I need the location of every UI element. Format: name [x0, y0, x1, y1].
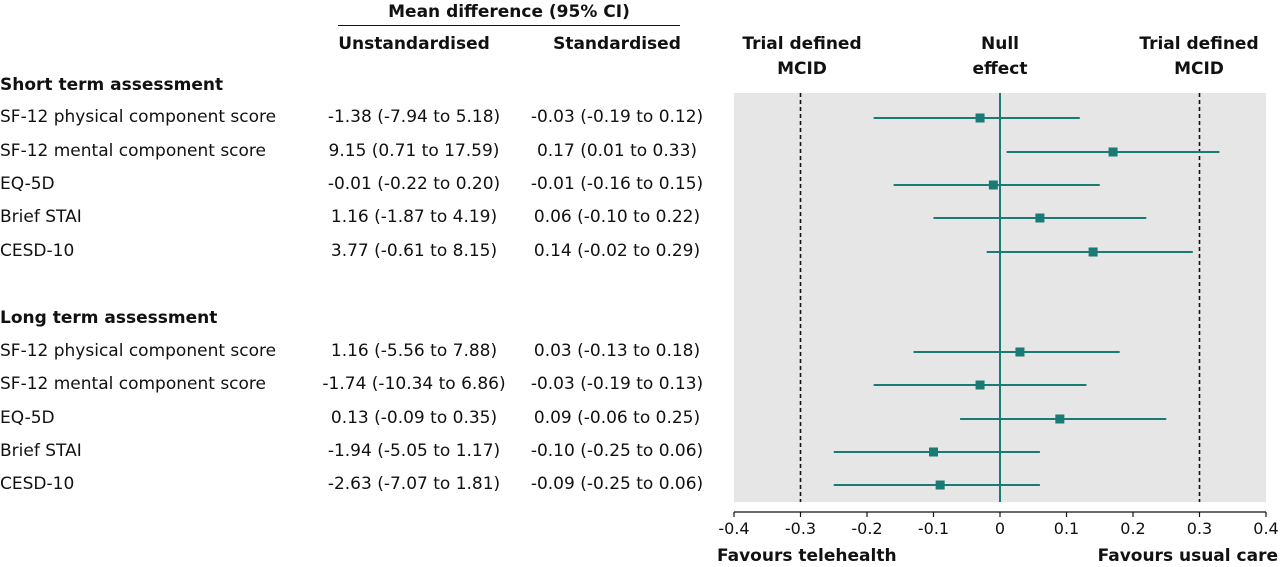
point-estimate: [1035, 213, 1045, 223]
point-estimate: [1055, 414, 1065, 424]
point-estimate: [975, 380, 985, 390]
unstandardised-value: 1.16 (-1.87 to 4.19): [330, 207, 498, 227]
row-label: EQ-5D: [0, 174, 55, 194]
standardised-value: -0.09 (-0.25 to 0.06): [530, 474, 704, 494]
row-label: CESD-10: [0, 474, 75, 494]
mean-difference-header: Mean difference (95% CI): [388, 2, 630, 22]
left-mcid-header-line1: Trial defined: [742, 34, 862, 54]
right-mcid-header-line1: Trial defined: [1139, 34, 1259, 54]
unstandardised-value: -2.63 (-7.07 to 1.81): [327, 474, 501, 494]
row-label: SF-12 mental component score: [0, 141, 266, 161]
standardised-value: -0.01 (-0.16 to 0.15): [530, 174, 704, 194]
x-tick-label: 0.4: [1253, 519, 1278, 538]
point-estimate: [988, 180, 998, 190]
standardised-value: 0.17 (0.01 to 0.33): [536, 141, 698, 161]
null-effect-header-line2: effect: [972, 59, 1028, 79]
point-estimate: [1088, 247, 1098, 257]
right-mcid-header-line2: MCID: [1174, 59, 1224, 79]
null-effect-header-line1: Null: [981, 34, 1019, 54]
point-estimate: [975, 113, 985, 123]
unstandardised-value: -1.94 (-5.05 to 1.17): [327, 441, 501, 461]
unstandardised-value: -1.74 (-10.34 to 6.86): [322, 374, 506, 394]
standardised-value: 0.03 (-0.13 to 0.18): [533, 341, 701, 361]
x-tick-label: 0: [995, 519, 1005, 538]
point-estimate: [1108, 147, 1118, 157]
row-label: Brief STAI: [0, 441, 82, 461]
unstandardised-header: Unstandardised: [338, 34, 490, 54]
left-mcid-header-line2: MCID: [777, 59, 827, 79]
x-tick-label: 0.1: [1054, 519, 1079, 538]
x-tick-label: -0.4: [718, 519, 749, 538]
standardised-value: 0.09 (-0.06 to 0.25): [533, 408, 701, 428]
standardised-value: 0.14 (-0.02 to 0.29): [533, 241, 701, 261]
row-label: SF-12 physical component score: [0, 341, 277, 361]
unstandardised-value: 0.13 (-0.09 to 0.35): [330, 408, 498, 428]
x-tick-label: -0.3: [785, 519, 816, 538]
unstandardised-value: 1.16 (-5.56 to 7.88): [330, 341, 498, 361]
header-rule: [338, 25, 680, 26]
standardised-value: 0.06 (-0.10 to 0.22): [533, 207, 701, 227]
row-label: SF-12 physical component score: [0, 107, 277, 127]
unstandardised-value: -0.01 (-0.22 to 0.20): [327, 174, 501, 194]
standardised-value: -0.10 (-0.25 to 0.06): [530, 441, 704, 461]
x-tick-label: 0.3: [1187, 519, 1212, 538]
unstandardised-value: 9.15 (0.71 to 17.59): [328, 141, 500, 161]
x-tick-label: 0.2: [1120, 519, 1145, 538]
standardised-value: -0.03 (-0.19 to 0.13): [530, 374, 704, 394]
row-label: EQ-5D: [0, 408, 55, 428]
row-label: SF-12 mental component score: [0, 374, 266, 394]
unstandardised-value: 3.77 (-0.61 to 8.15): [330, 241, 498, 261]
section-title-short-term: Short term assessment: [0, 75, 224, 95]
standardised-header: Standardised: [553, 34, 681, 54]
row-label: Brief STAI: [0, 207, 82, 227]
section-title-long-term: Long term assessment: [0, 308, 218, 328]
favours-usual-care-label: Favours usual care: [1097, 546, 1278, 566]
x-tick-label: -0.2: [851, 519, 882, 538]
x-tick-label: -0.1: [918, 519, 949, 538]
point-estimate: [1015, 347, 1025, 357]
favours-telehealth-label: Favours telehealth: [717, 546, 897, 566]
standardised-value: -0.03 (-0.19 to 0.12): [530, 107, 704, 127]
unstandardised-value: -1.38 (-7.94 to 5.18): [327, 107, 501, 127]
point-estimate: [935, 480, 945, 490]
row-label: CESD-10: [0, 241, 75, 261]
point-estimate: [929, 447, 938, 457]
